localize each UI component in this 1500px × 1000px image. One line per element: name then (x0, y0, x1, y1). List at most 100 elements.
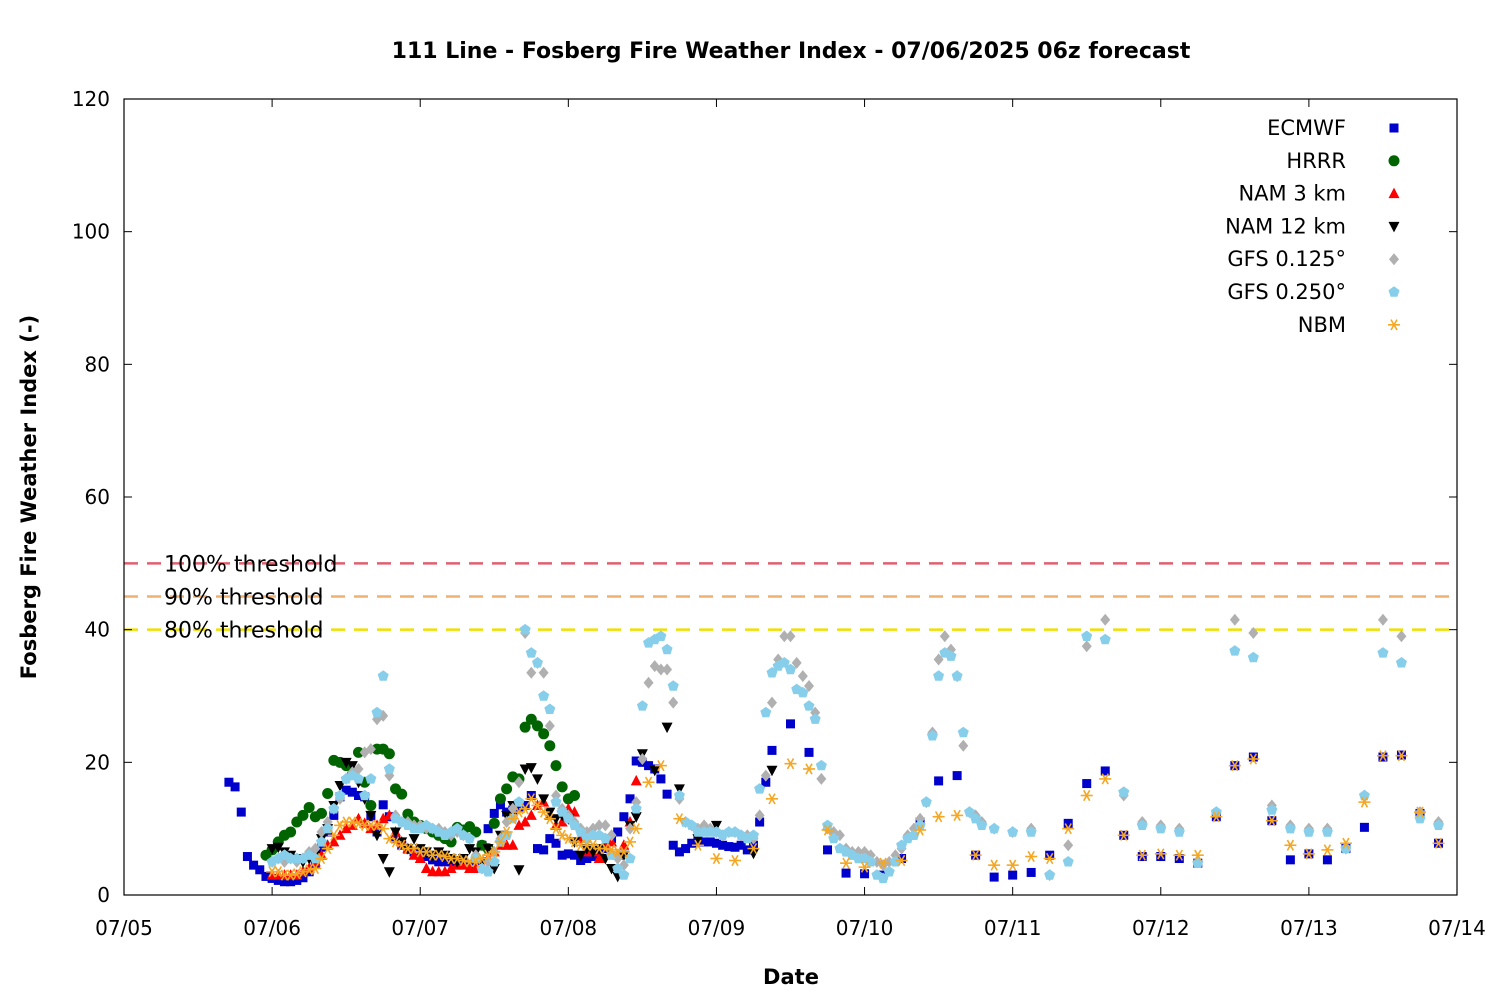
data-point (464, 844, 476, 855)
data-point (673, 784, 685, 795)
data-point (742, 845, 752, 855)
data-point (272, 842, 284, 854)
data-point (1229, 645, 1241, 656)
data-point (766, 696, 777, 709)
data-point (383, 748, 395, 760)
x-tick-label: 07/12 (1132, 916, 1190, 940)
data-point (630, 774, 642, 786)
y-tick-label: 60 (85, 485, 110, 509)
data-point (655, 630, 667, 641)
data-point (785, 663, 796, 675)
data-point (526, 791, 536, 800)
data-point (673, 789, 685, 801)
data-point (1248, 626, 1259, 639)
data-point (699, 837, 709, 847)
data-point (383, 867, 395, 878)
data-points (224, 613, 1445, 887)
data-point (322, 839, 334, 850)
data-point (1173, 849, 1186, 861)
data-point (525, 793, 538, 805)
data-point (1302, 848, 1315, 860)
data-point (1433, 819, 1444, 830)
data-point (482, 844, 494, 855)
data-point (728, 854, 741, 867)
data-point (828, 832, 840, 844)
y-axis-label: Fosberg Fire Weather Index (-) (17, 315, 41, 679)
threshold-label: 100% threshold (164, 552, 338, 577)
data-point (656, 774, 666, 784)
data-point (439, 865, 451, 877)
data-point (420, 862, 432, 873)
data-point (630, 823, 643, 835)
data-point (520, 800, 530, 810)
data-point (513, 776, 524, 789)
data-point (1413, 806, 1426, 818)
data-point (451, 852, 464, 865)
x-tick-label: 07/06 (243, 916, 301, 940)
data-point (249, 860, 259, 870)
data-point (1100, 766, 1110, 776)
legend-label: NBM (1298, 313, 1346, 337)
data-point (543, 813, 556, 825)
data-point (408, 834, 420, 845)
data-point (667, 680, 679, 691)
data-point (932, 811, 945, 823)
data-point (1266, 804, 1278, 815)
data-point (286, 877, 296, 887)
data-point (914, 824, 927, 836)
data-point (445, 862, 457, 873)
data-point (353, 762, 364, 775)
data-point (489, 808, 499, 818)
data-point (1210, 811, 1223, 823)
data-point (952, 771, 962, 781)
data-point (797, 670, 808, 683)
data-point (599, 842, 612, 855)
data-point (655, 663, 666, 676)
data-point (804, 747, 814, 757)
data-point (538, 666, 549, 679)
data-point (1007, 826, 1019, 837)
data-point (391, 834, 401, 844)
data-point (557, 850, 567, 860)
data-point (1008, 870, 1018, 880)
legend-marker (1389, 253, 1399, 266)
data-point (451, 822, 463, 834)
series-pentagon (266, 623, 1444, 884)
data-point (537, 806, 550, 818)
data-point (605, 844, 618, 856)
data-point (261, 871, 271, 881)
data-point (224, 777, 234, 787)
data-point (365, 799, 377, 811)
chart-title: 111 Line - Fosberg Fire Weather Index - … (392, 39, 1191, 64)
data-point (778, 657, 790, 668)
data-point (625, 822, 636, 835)
data-point (279, 877, 289, 887)
data-point (501, 783, 513, 795)
data-point (636, 700, 648, 711)
legend-label: ECMWF (1267, 116, 1346, 140)
data-point (618, 869, 630, 880)
data-point (290, 868, 303, 880)
data-point (1044, 869, 1056, 880)
data-point (661, 643, 673, 655)
data-point (710, 852, 723, 865)
data-point (630, 812, 642, 823)
data-point (951, 809, 964, 821)
data-point (513, 865, 525, 876)
data-point (613, 827, 623, 837)
data-point (760, 769, 771, 782)
data-point (711, 838, 721, 848)
data-point (1229, 613, 1240, 626)
data-point (858, 861, 871, 873)
data-point (687, 838, 697, 848)
data-point (840, 857, 853, 869)
data-point (786, 719, 795, 729)
data-point (488, 817, 500, 829)
data-point (791, 656, 802, 669)
data-point (316, 842, 326, 852)
data-point (1043, 852, 1056, 865)
legend-label: HRRR (1286, 149, 1346, 173)
data-point (877, 857, 890, 869)
data-point (525, 763, 537, 774)
data-point (784, 758, 797, 770)
